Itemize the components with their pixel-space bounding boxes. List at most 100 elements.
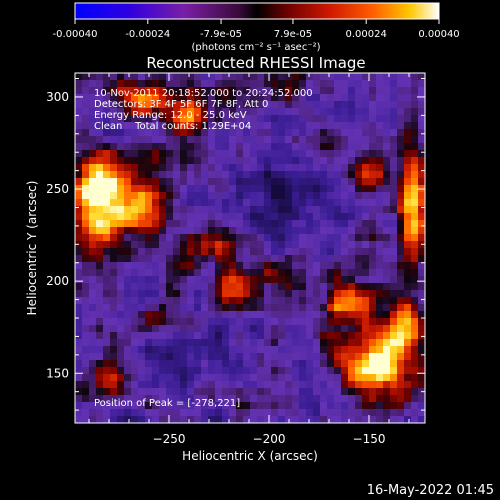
image-pixel xyxy=(362,108,370,116)
image-pixel xyxy=(103,73,111,81)
image-pixel xyxy=(110,234,118,242)
image-pixel xyxy=(89,290,97,298)
image-pixels xyxy=(75,73,426,424)
image-pixel xyxy=(138,80,146,88)
image-pixel xyxy=(320,234,328,242)
image-pixel xyxy=(327,283,335,291)
image-pixel xyxy=(222,220,230,228)
image-pixel xyxy=(173,101,181,109)
image-pixel xyxy=(229,234,237,242)
image-pixel xyxy=(229,416,237,424)
image-pixel xyxy=(278,360,286,368)
image-pixel xyxy=(222,136,230,144)
image-pixel xyxy=(264,234,272,242)
image-pixel xyxy=(348,213,356,221)
image-pixel xyxy=(117,136,125,144)
image-pixel xyxy=(173,227,181,235)
image-pixel xyxy=(187,108,195,116)
image-pixel xyxy=(250,220,258,228)
image-pixel xyxy=(145,171,153,179)
image-pixel xyxy=(404,185,412,193)
image-pixel xyxy=(313,395,321,403)
image-pixel xyxy=(313,213,321,221)
image-pixel xyxy=(383,374,391,382)
image-pixel xyxy=(299,269,307,277)
image-pixel xyxy=(264,374,272,382)
image-pixel xyxy=(131,360,139,368)
image-pixel xyxy=(285,381,293,389)
image-pixel xyxy=(110,80,118,88)
image-pixel xyxy=(180,332,188,340)
image-pixel xyxy=(327,94,335,102)
image-pixel xyxy=(152,178,160,186)
image-pixel xyxy=(215,185,223,193)
image-pixel xyxy=(264,262,272,270)
image-pixel xyxy=(124,73,132,81)
image-pixel xyxy=(285,150,293,158)
image-pixel xyxy=(404,388,412,396)
image-pixel xyxy=(257,402,265,410)
image-pixel xyxy=(397,353,405,361)
image-pixel xyxy=(257,164,265,172)
image-pixel xyxy=(299,402,307,410)
image-pixel xyxy=(117,129,125,137)
image-pixel xyxy=(285,248,293,256)
image-pixel xyxy=(131,248,139,256)
image-pixel xyxy=(355,290,363,298)
image-pixel xyxy=(243,374,251,382)
image-pixel xyxy=(201,136,209,144)
image-pixel xyxy=(222,227,230,235)
image-pixel xyxy=(299,416,307,424)
image-pixel xyxy=(103,129,111,137)
image-pixel xyxy=(320,297,328,305)
image-pixel xyxy=(278,213,286,221)
image-pixel xyxy=(110,73,118,81)
image-pixel xyxy=(348,157,356,165)
image-pixel xyxy=(110,290,118,298)
image-pixel xyxy=(369,157,377,165)
image-pixel xyxy=(397,346,405,354)
image-pixel xyxy=(201,220,209,228)
image-pixel xyxy=(166,311,174,319)
image-pixel xyxy=(173,332,181,340)
image-pixel xyxy=(180,276,188,284)
image-pixel xyxy=(124,171,132,179)
image-pixel xyxy=(82,339,90,347)
image-pixel xyxy=(411,171,419,179)
image-pixel xyxy=(278,255,286,263)
image-pixel xyxy=(292,164,300,172)
image-pixel xyxy=(180,283,188,291)
image-pixel xyxy=(418,136,426,144)
image-pixel xyxy=(383,157,391,165)
image-pixel xyxy=(138,381,146,389)
image-pixel xyxy=(138,332,146,340)
image-pixel xyxy=(257,353,265,361)
image-pixel xyxy=(103,367,111,375)
image-pixel xyxy=(166,150,174,158)
image-pixel xyxy=(418,283,426,291)
image-pixel xyxy=(103,213,111,221)
image-pixel xyxy=(327,199,335,207)
image-pixel xyxy=(369,178,377,186)
image-pixel xyxy=(75,199,83,207)
image-pixel xyxy=(222,395,230,403)
image-pixel xyxy=(383,241,391,249)
image-pixel xyxy=(285,122,293,130)
image-pixel xyxy=(341,171,349,179)
image-pixel xyxy=(362,94,370,102)
image-pixel xyxy=(152,283,160,291)
image-pixel xyxy=(306,220,314,228)
image-pixel xyxy=(229,227,237,235)
image-pixel xyxy=(229,101,237,109)
image-pixel xyxy=(124,374,132,382)
image-pixel xyxy=(390,325,398,333)
image-pixel xyxy=(369,311,377,319)
image-pixel xyxy=(411,129,419,137)
image-pixel xyxy=(166,304,174,312)
image-pixel xyxy=(194,129,202,137)
image-pixel xyxy=(376,143,384,151)
image-pixel xyxy=(215,276,223,284)
image-pixel xyxy=(411,395,419,403)
image-pixel xyxy=(166,248,174,256)
image-pixel xyxy=(194,157,202,165)
